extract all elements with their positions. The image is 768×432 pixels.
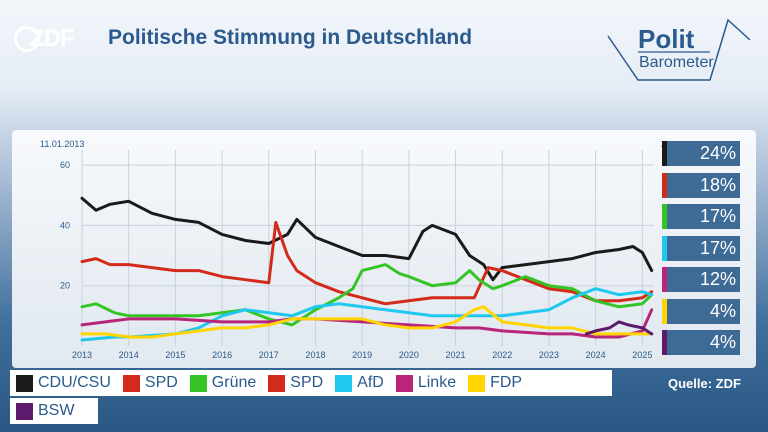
source-label: Quelle: ZDF (668, 376, 741, 391)
x-tick-label: 2020 (399, 350, 419, 360)
x-tick-label: 2016 (212, 350, 232, 360)
legend-item: Linke (395, 374, 457, 392)
legend-swatch (122, 374, 140, 392)
end-date-label: 21.03.2025 (661, 139, 662, 149)
line-chart: 2013 2014 2015 2016 2017 2018 2019 2020 2021 2022… (40, 139, 662, 360)
x-tick-label: 2025 (632, 350, 652, 360)
value-badge-color-bar (662, 267, 667, 292)
legend-row: BSW (10, 398, 98, 424)
legend-swatch (395, 374, 413, 392)
value-badge-text: 4% (709, 332, 736, 352)
x-tick-label: 2015 (165, 350, 185, 360)
legend-label: SPD (144, 374, 178, 391)
x-tick-label: 2013 (72, 350, 92, 360)
legend-label: BSW (38, 402, 75, 419)
legend-item: SPD (268, 374, 323, 392)
start-date-label: 11.01.2013 (40, 139, 84, 149)
legend-item: AfD (335, 374, 384, 392)
value-badge-text: 12% (699, 269, 736, 289)
series-line-fdp (80, 305, 654, 339)
series-line-afd (80, 287, 654, 342)
legend-label: SPD (290, 374, 324, 391)
value-badge-color-bar (662, 298, 667, 324)
y-tick-label: 40 (60, 220, 70, 230)
politbarometer-logo-top: Polit (638, 24, 695, 54)
x-tick-label: 2022 (492, 350, 512, 360)
legend-swatch (268, 374, 286, 392)
value-badge-color-bar (662, 330, 667, 355)
legend-swatch (16, 402, 33, 420)
series-line-bsw (584, 320, 654, 336)
x-tick-label: 2024 (586, 350, 606, 360)
legend-swatch (468, 374, 486, 392)
legend-item: CDU/CSU (16, 374, 111, 392)
legend-label: Grüne (211, 374, 257, 391)
series-line-spd (80, 220, 654, 306)
legend-row: CDU/CSU SPD Grüne SPD AfD Linke FDP (10, 370, 612, 396)
value-badge: 4% (662, 330, 740, 355)
x-tick-label: 2021 (446, 350, 466, 360)
value-badge-color-bar (662, 204, 667, 229)
value-badge: 17% (662, 235, 740, 261)
value-badge: 17% (662, 204, 740, 229)
zdf-logo-text: ZDF (30, 25, 75, 52)
series-line-gr-ne (80, 263, 654, 327)
x-tick-label: 2023 (539, 350, 559, 360)
legend-swatch (335, 374, 353, 392)
value-badge-color-bar (662, 141, 667, 166)
politbarometer-logo-lines-icon (607, 18, 751, 81)
legend-item: SPD (122, 374, 178, 392)
chart-legend: CDU/CSU SPD Grüne SPD AfD Linke FDP BSW (10, 370, 612, 424)
value-badge-text: 17% (699, 237, 736, 258)
zdf-logo-ring-icon (14, 26, 40, 52)
zdf-logo: ZDF (14, 22, 84, 56)
legend-item: BSW (16, 402, 74, 420)
politbarometer-logo: Polit Barometer (598, 6, 758, 86)
value-badge-color-bar (662, 172, 667, 198)
value-badge: 12% (662, 267, 740, 292)
legend-label: Linke (417, 374, 457, 391)
y-tick-label: 60 (60, 160, 70, 170)
chart-panel (12, 130, 756, 368)
legend-swatch (189, 374, 207, 392)
legend-item: FDP (468, 374, 522, 392)
value-badge-text: 4% (709, 300, 736, 321)
value-badge: 24% (662, 141, 740, 166)
page-title: Politische Stimmung in Deutschland (108, 26, 473, 49)
x-tick-label: 2018 (305, 350, 325, 360)
legend-label: CDU/CSU (38, 374, 111, 391)
legend-label: FDP (490, 374, 523, 391)
x-tick-label: 2014 (119, 350, 139, 360)
legend-swatch (16, 374, 33, 392)
value-badge: 18% (662, 172, 740, 198)
legend-item: Grüne (189, 374, 257, 392)
series-line-linke (80, 308, 654, 339)
current-values-panel: 24% 18% 17% 17% 12% 4% 4% (662, 141, 740, 362)
x-tick-label: 2017 (259, 350, 279, 360)
value-badge-color-bar (662, 235, 667, 261)
value-badge-text: 18% (699, 174, 736, 195)
x-tick-label: 2019 (352, 350, 372, 360)
y-tick-label: 20 (60, 281, 70, 291)
series-line-cdu-csu (80, 196, 654, 282)
value-badge-text: 24% (699, 143, 736, 163)
value-badge: 4% (662, 298, 740, 324)
value-badge-text: 17% (699, 206, 736, 226)
legend-label: AfD (357, 374, 384, 391)
politbarometer-logo-bottom: Barometer (639, 54, 714, 71)
